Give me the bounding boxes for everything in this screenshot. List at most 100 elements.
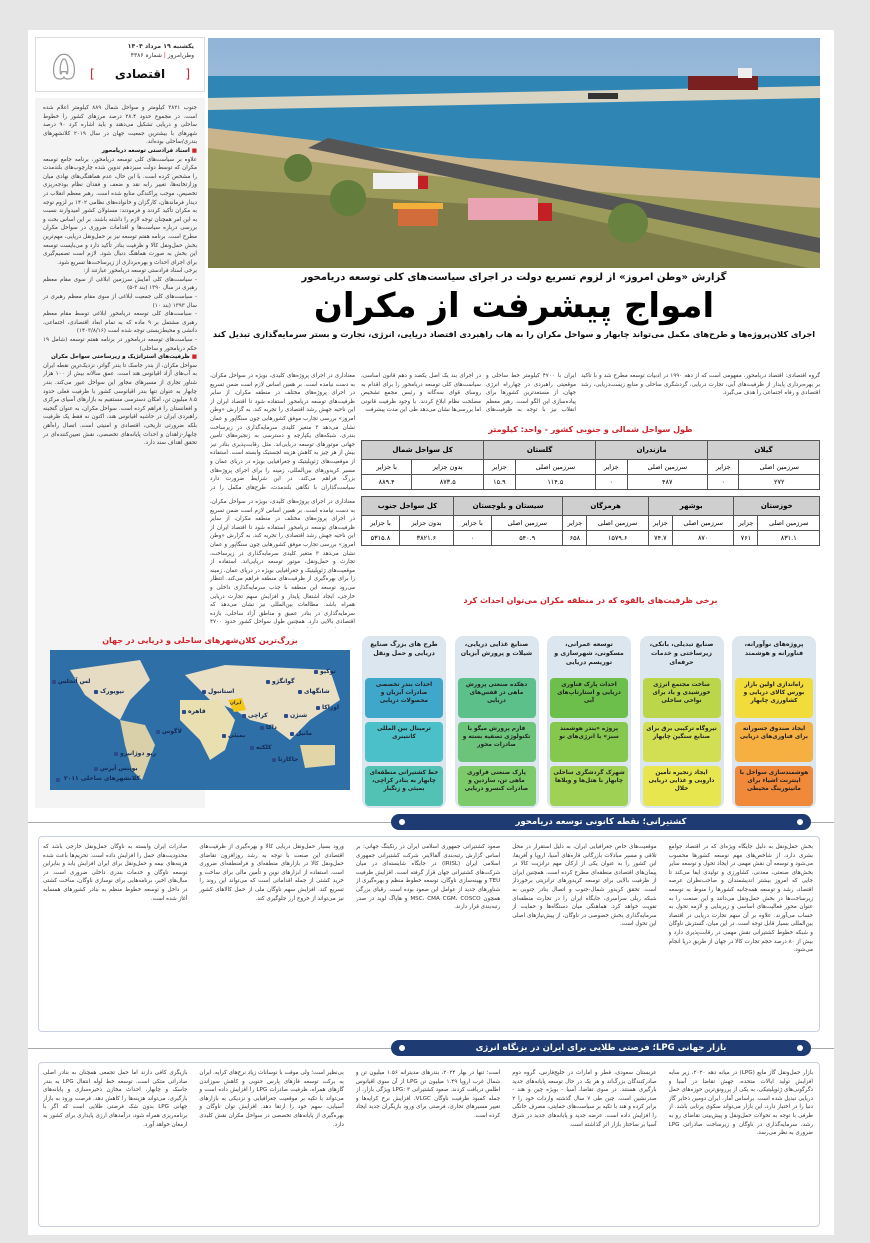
opportunity-item: شهرک گردشگری ساحلی چابهار با هتل‌ها و وی… bbox=[550, 766, 628, 806]
opportunity-group-title: پروژه‌های نوآورانه، فناورانه و هوشمند bbox=[744, 641, 804, 657]
article-kicker: گزارش «وطن امروز» از لزوم تسریع دولت در … bbox=[301, 272, 727, 283]
subheader-cell: جزایر bbox=[647, 515, 673, 531]
city-marker-icon bbox=[94, 690, 98, 694]
intro-col-3: در اجرای بند یک اصل یکصد و دهم قانون اسا… bbox=[361, 373, 481, 414]
value-cell: ۷۶۱ bbox=[733, 530, 759, 546]
opportunity-group: صنایع غذایی دریایی، شیلات و پرورش آبزیان… bbox=[454, 636, 539, 808]
opportunity-item: فارم پرورش میگو با تکنولوژی تصفیه بسته و… bbox=[457, 722, 536, 762]
world-map: ایران لس آنجلس نیویورک ریو دوژانیرو بوینس آ… bbox=[50, 650, 350, 790]
city-marker-icon bbox=[266, 680, 270, 684]
opportunity-group: پروژه‌های نوآورانه، فناورانه و هوشمند راه… bbox=[732, 636, 816, 808]
article-title: امواج پیشرفت از مکران bbox=[313, 286, 715, 326]
table-title: طول سواحل شمالی و جنوبی کشور - واحد: کیل… bbox=[488, 425, 693, 434]
city-marker-icon bbox=[298, 690, 302, 694]
city-marker-icon bbox=[94, 767, 98, 771]
subheader-cell: سرزمین اصلی bbox=[514, 459, 597, 475]
opportunity-group-title: توسعه عمرانی، مسکونی، شهرسازی و توریسم د… bbox=[554, 641, 624, 666]
issue-line: وطن‌امروز | شماره ۴۳۸۶ bbox=[131, 52, 194, 59]
subheader-cell: سرزمین اصلی bbox=[626, 459, 709, 475]
opportunity-item: خط کشتیرانی منطقه‌ای چابهار به بنادر کرا… bbox=[365, 766, 443, 806]
text-column: بازیگری کافی دارند اما حمل تجمعی همچنان … bbox=[43, 1070, 188, 1128]
text-column: است؛ تنها در بهار ۲۰۲۴، بندرهای مدیترانه… bbox=[355, 1070, 501, 1119]
port-photo bbox=[208, 38, 820, 268]
header-cell: خوزستان bbox=[733, 496, 820, 516]
header-cell: هرمزگان bbox=[562, 496, 649, 516]
value-cell: ۰ bbox=[707, 474, 740, 490]
city-label: لاگوس bbox=[162, 728, 182, 735]
header-cell: مازندران bbox=[595, 440, 709, 460]
value-cell: ۷۴.۷ bbox=[647, 530, 673, 546]
header-cell: گیلان bbox=[707, 440, 820, 460]
opportunity-group-title: صنایع غذایی دریایی، شیلات و پرورش آبزیان bbox=[460, 641, 533, 657]
paragraph: سواحل مکران، از بندر جاسک تا بندر گواتر،… bbox=[43, 362, 197, 447]
opportunity-item: ایجاد صندوق جسورانه برای فناوری‌های دریا… bbox=[735, 722, 813, 762]
city-label: گوانگژو bbox=[272, 678, 295, 685]
opportunity-item: ساخت مجتمع انرژی خورشیدی و باد برای نواح… bbox=[642, 678, 721, 718]
subheader-cell: سرزمین اصلی bbox=[738, 459, 820, 475]
opportunity-group: توسعه عمرانی، مسکونی، شهرسازی و توریسم د… bbox=[547, 636, 631, 808]
headline-block: گزارش «وطن امروز» از لزوم تسریع دولت در … bbox=[208, 272, 820, 339]
opportunity-item: احداث بندر تخصصی صادرات آبزیان و محصولات… bbox=[365, 678, 443, 718]
subheader-cell: با جزایر bbox=[360, 459, 413, 475]
legend-marker-icon bbox=[56, 778, 60, 782]
header-cell: کل سواحل شمال bbox=[360, 440, 485, 460]
text-column: بخش حمل‌ونقل به دلیل جایگاه ویژه‌ای که د… bbox=[668, 844, 813, 954]
subheader-cell: جزایر bbox=[483, 459, 516, 475]
header-cell: سیستان و بلوچستان bbox=[452, 496, 564, 516]
header-cell: کل سواحل جنوب bbox=[361, 496, 454, 516]
intro-col-4: معناداری در اجرای پروژه‌های کلیدی، بویژه… bbox=[210, 373, 355, 491]
subheading: ظرفیت‌های استراتژیک و زیرساختی سواحل مکر… bbox=[43, 353, 197, 362]
city-label: بوینس آیرس bbox=[100, 765, 138, 772]
city-label: استانبول bbox=[208, 688, 235, 695]
opportunity-group-title: طرح های بزرگ صنایع دریایی و حمل ونقل bbox=[370, 641, 438, 657]
south-coast-table: خوزستان بوشهر هرمزگان سیستان و بلوچستان کل س… bbox=[361, 496, 820, 546]
intro-col-1: گروه اقتصادی: اقتصاد دریامحور، مفهومی اس… bbox=[581, 373, 820, 397]
city-label: ریو دوژانیرو bbox=[120, 750, 157, 757]
city-marker-icon bbox=[202, 690, 206, 694]
subheader-cell: جزایر bbox=[707, 459, 740, 475]
article-lead: اجرای کلان‌پروژه‌ها و طرح‌های مکمل می‌تو… bbox=[212, 329, 816, 339]
value-cell: ۸۷۳.۵ bbox=[411, 474, 485, 490]
city-marker-icon bbox=[114, 752, 118, 756]
page-number: ۵ bbox=[52, 43, 76, 88]
subheader-cell: جزایر bbox=[733, 515, 759, 531]
city-label: جاکارتا bbox=[278, 756, 299, 763]
section-label: اقتصادی bbox=[114, 67, 166, 81]
paragraph: جنوب ۳۸۲۱ کیلومتر و سواحل شمال ۸۸۹ کیلوم… bbox=[43, 105, 198, 146]
value-cell: ۳۸۲۱.۶ bbox=[398, 530, 454, 546]
city-marker-icon bbox=[272, 758, 276, 762]
text-column: موقعیت‌های خاص جغرافیایی ایران، به دلیل … bbox=[512, 844, 657, 928]
issue-number: شماره ۴۳۸۶ bbox=[130, 52, 162, 59]
subheader-cell: با جزایر bbox=[361, 515, 400, 531]
city-marker-icon bbox=[250, 746, 254, 750]
text-column: بازار حمل‌ونقل گاز مایع (LPG) در میانه د… bbox=[668, 1070, 813, 1137]
city-label: توکیو bbox=[320, 668, 336, 675]
list-item: - سیاست‌های کلی توسعه دریامحور ابلاغی تو… bbox=[43, 311, 197, 335]
subheader-cell: جزایر bbox=[595, 459, 628, 475]
subheader-row: سرزمین اصلی جزایر سرزمین اصلی جزایر سرزمین ا… bbox=[361, 515, 820, 531]
city-marker-icon bbox=[314, 670, 318, 674]
intro-col-2: ایران با ۴۷۰۰ کیلومتر خط ساحلی و موقعیتی… bbox=[486, 373, 576, 414]
subheader-cell: سرزمین اصلی bbox=[586, 515, 649, 531]
section-header-shipping: کشتیرانی؛ نقطه کانونی توسعه دریامحور bbox=[391, 814, 811, 830]
opportunity-group: صنایع تبدیلی، بانکی، زیرساختی و خدمات حر… bbox=[639, 636, 724, 808]
city-label: لس آنجلس bbox=[58, 678, 91, 685]
value-cell: ۱۵۷۹.۶ bbox=[586, 530, 649, 546]
city-marker-icon bbox=[290, 732, 294, 736]
opportunity-item: ایجاد زنجیره تأمین دارویی و غذایی دریایی… bbox=[642, 766, 721, 806]
map-landmass bbox=[70, 660, 340, 780]
value-cell: ۶۵۸ bbox=[562, 530, 588, 546]
north-coast-table: گیلان مازندران گلستان کل سواحل شمال سرزمین … bbox=[360, 440, 820, 490]
subheader-cell: بدون جزایر bbox=[411, 459, 485, 475]
opportunity-item: ترمینال بین المللی کانتینری bbox=[365, 722, 443, 762]
subheader-cell: جزایر bbox=[562, 515, 588, 531]
list-item: - سیاست‌های کلی جمعیت ابلاغی از سوی مقام… bbox=[43, 294, 197, 309]
city-label: کلکته bbox=[256, 744, 272, 751]
value-cell: ۸۳۱.۱ bbox=[757, 530, 820, 546]
separator: | bbox=[161, 52, 166, 59]
city-marker-icon bbox=[182, 710, 186, 714]
coast-length-table: طول سواحل شمالی و جنوبی کشور - واحد: کیل… bbox=[360, 425, 820, 546]
bracket-icon: [ bbox=[185, 67, 190, 81]
value-row: ۸۳۱.۱ ۷۶۱ ۸۷۰ ۷۴.۷ ۱۵۷۹.۶ ۶۵۸ ۵۴۰.۹ ۰ ۳۸۲۱.۶ ۵۳۱۵… bbox=[361, 530, 820, 546]
city-marker-icon bbox=[316, 706, 320, 710]
